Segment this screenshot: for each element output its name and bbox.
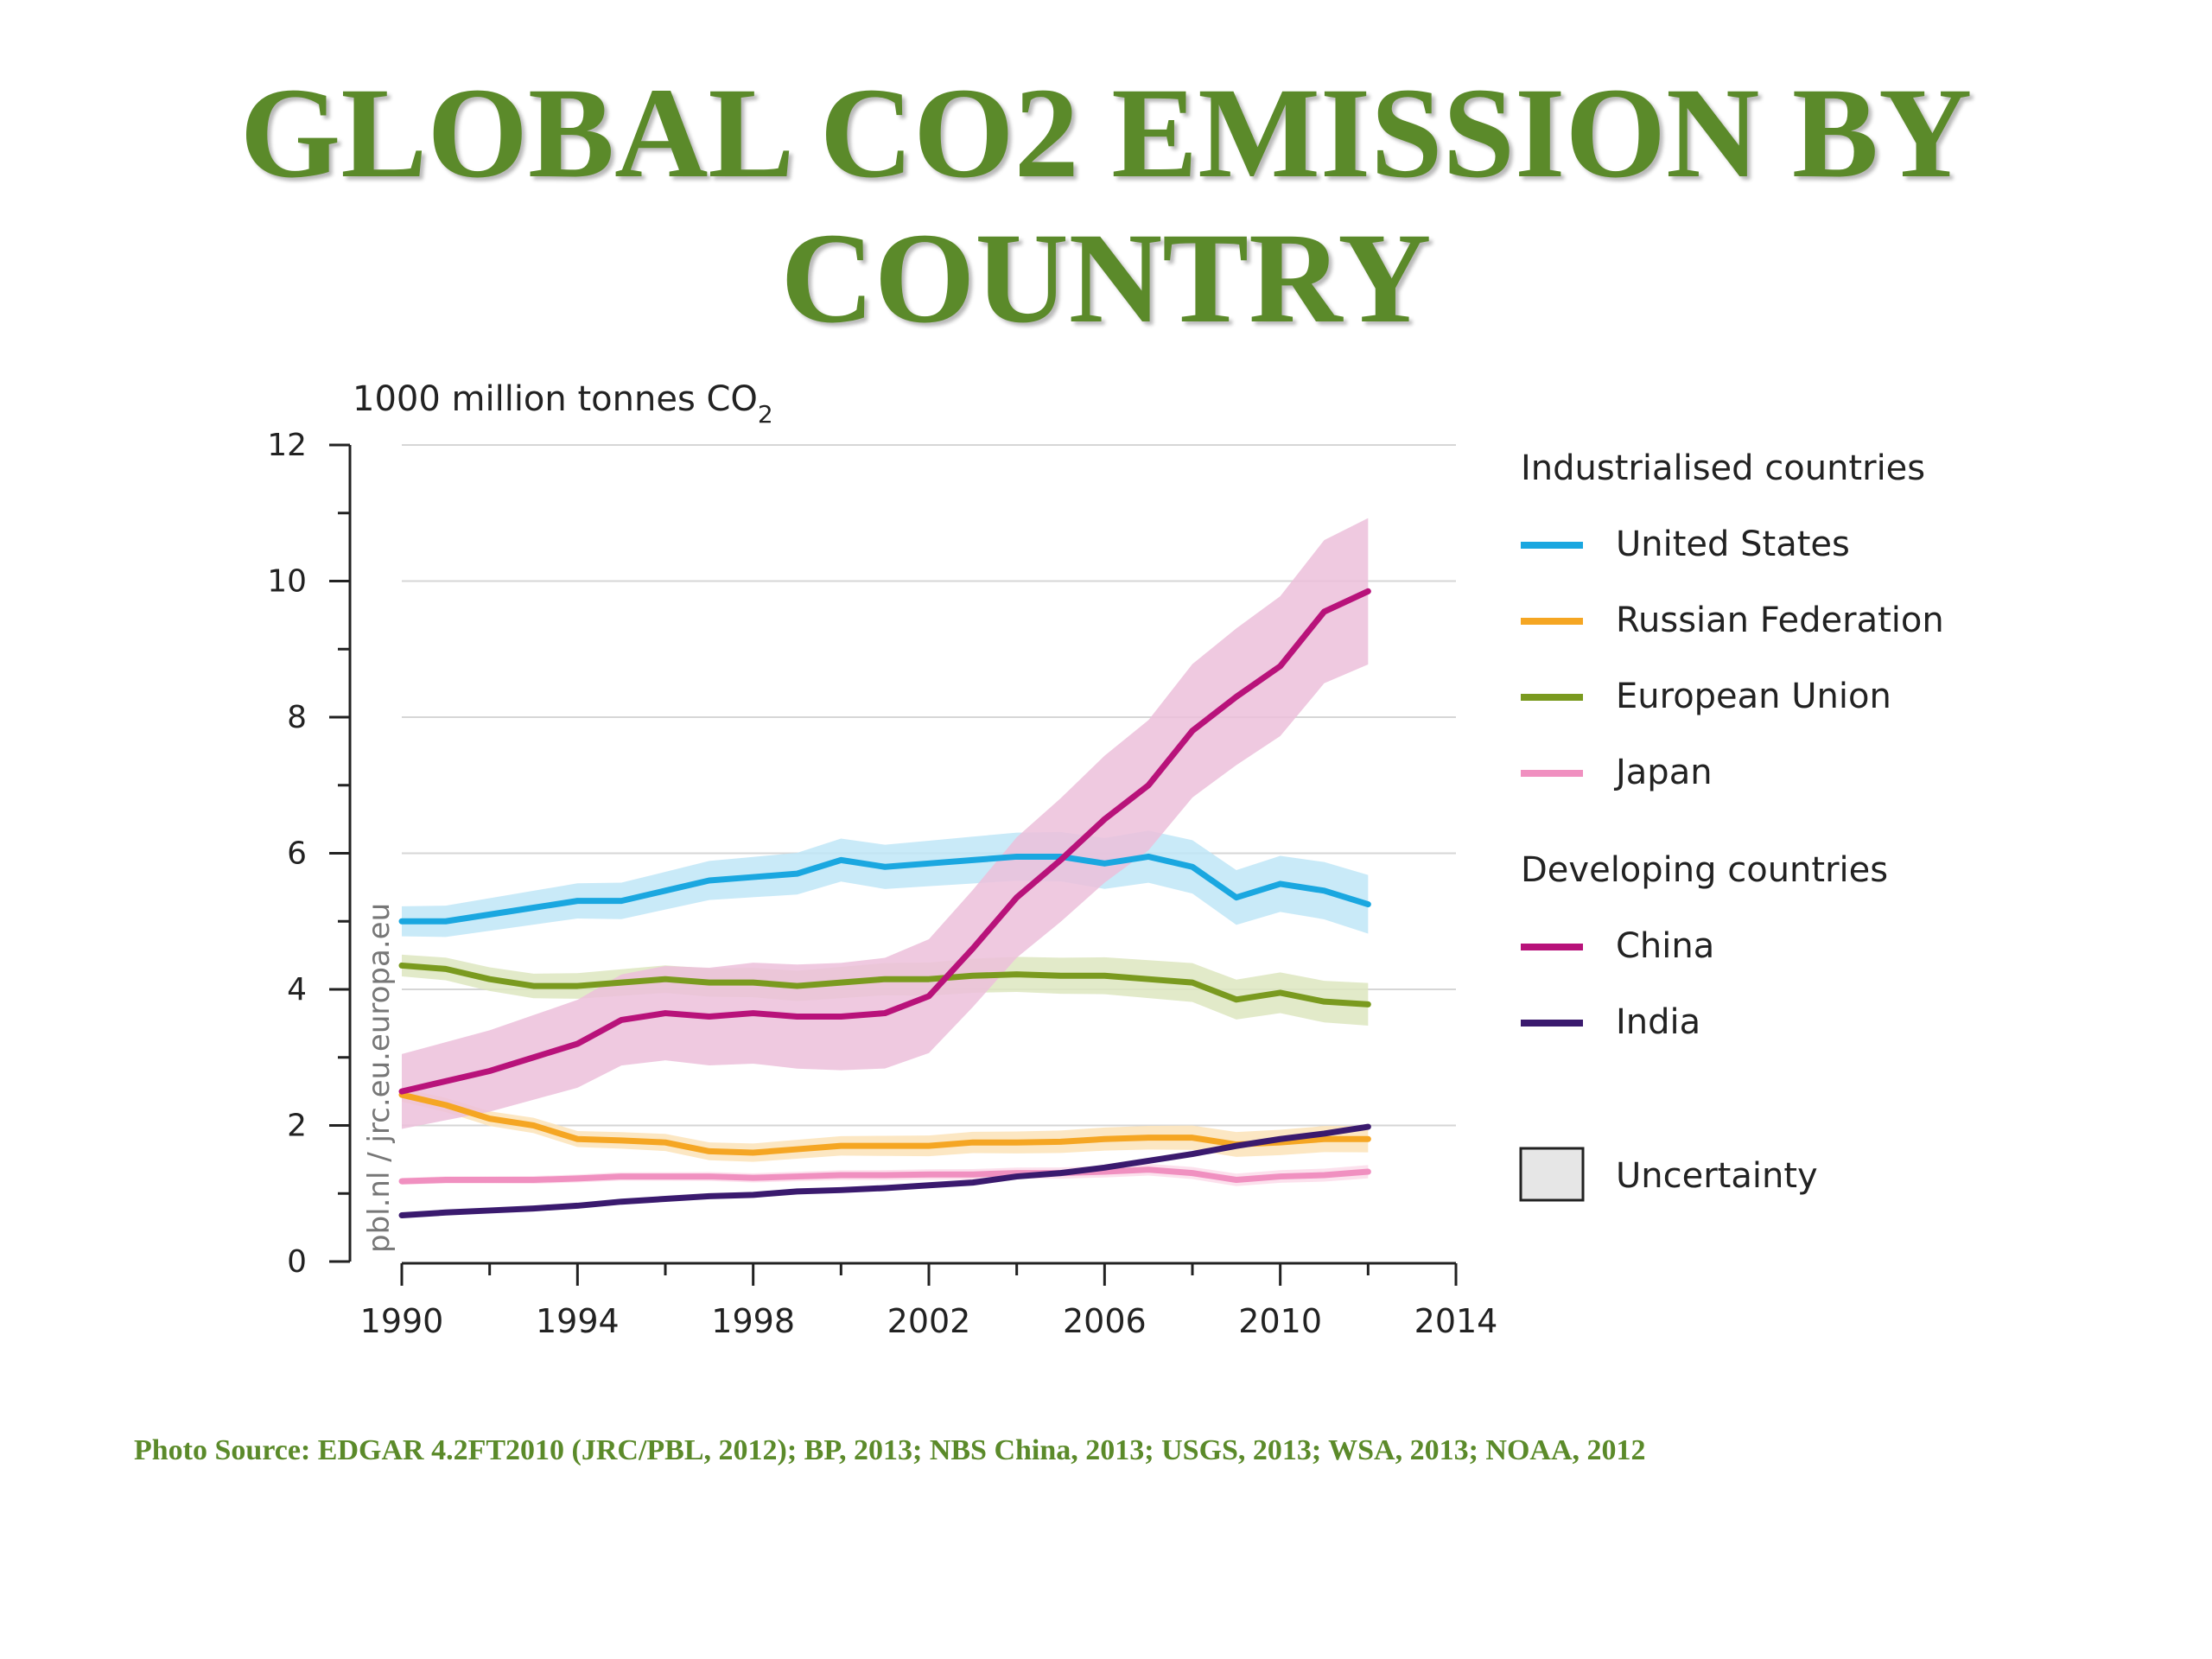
band-united-states bbox=[402, 830, 1369, 938]
legend-label-european-union: European Union bbox=[1616, 677, 1891, 716]
photo-source: Photo Source: EDGAR 4.2FT2010 (JRC/PBL, … bbox=[134, 1434, 1646, 1466]
line-china bbox=[398, 588, 1371, 1095]
line-united-states bbox=[398, 853, 1371, 925]
watermark: pbl.nl / jrc.eu.europa.eu bbox=[362, 903, 397, 1253]
legend-label-japan: Japan bbox=[1613, 753, 1713, 792]
legend-uncertainty-label: Uncertainty bbox=[1616, 1156, 1818, 1196]
title-line-2: COUNTRY bbox=[780, 207, 1432, 350]
title-line-1: GLOBAL CO2 EMISSION BY bbox=[239, 61, 1973, 205]
uncertainty-bands bbox=[402, 518, 1369, 1186]
legend-label-india: India bbox=[1616, 1002, 1700, 1042]
x-tick-label: 2014 bbox=[1414, 1302, 1498, 1340]
x-tick-label: 1994 bbox=[536, 1302, 620, 1340]
y-tick-label: 12 bbox=[267, 428, 307, 463]
y-tick-label: 0 bbox=[287, 1244, 307, 1280]
legend-group-developing-countries: Developing countries bbox=[1521, 850, 1888, 890]
legend-label-united-states: United States bbox=[1616, 524, 1850, 564]
x-tick-label: 1990 bbox=[360, 1302, 444, 1340]
line-japan bbox=[398, 1166, 1371, 1185]
series-lines bbox=[398, 588, 1371, 1218]
y-tick-label: 6 bbox=[287, 836, 307, 872]
y-tick-label: 4 bbox=[287, 972, 307, 1007]
axes: 0 2 4 6 8 10 12 1990 1994 1998 2002 2006 2010 2014 bbox=[267, 428, 1497, 1340]
x-tick-label: 2006 bbox=[1063, 1302, 1147, 1340]
x-tick-label: 2002 bbox=[887, 1302, 971, 1340]
legend-uncertainty-swatch bbox=[1519, 1147, 1585, 1202]
legend-group-industrialised-countries: Industrialised countries bbox=[1521, 448, 1925, 488]
y-tick-label: 10 bbox=[267, 564, 307, 600]
x-tick-label: 1998 bbox=[711, 1302, 795, 1340]
y-tick-label: 8 bbox=[287, 700, 307, 735]
line-russian-federation bbox=[398, 1091, 1371, 1156]
legend: Industrialised countries United States Rus… bbox=[1519, 448, 1944, 1202]
legend-label-china: China bbox=[1616, 926, 1714, 966]
band-china bbox=[402, 518, 1369, 1129]
line-india bbox=[398, 1123, 1371, 1218]
y-tick-label: 2 bbox=[287, 1109, 307, 1144]
x-tick-label: 2010 bbox=[1238, 1302, 1322, 1340]
page-title: GLOBAL CO2 EMISSION BY COUNTRY bbox=[0, 60, 2212, 351]
legend-label-russian-federation: Russian Federation bbox=[1616, 601, 1944, 640]
line-european-union bbox=[398, 962, 1371, 1007]
y-axis-label: 1000 million tonnes CO2 bbox=[353, 379, 773, 429]
